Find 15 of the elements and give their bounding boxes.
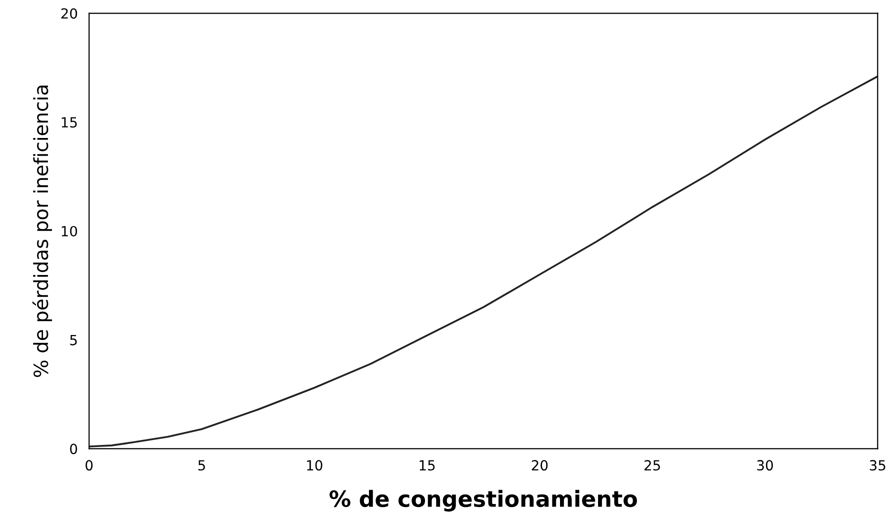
x-tick-label: 35: [870, 460, 886, 471]
x-tick-label: 0: [86, 460, 93, 471]
y-tick-label: 0: [70, 444, 78, 454]
x-axis-title: % de congestionamiento: [330, 490, 637, 512]
x-tick-label: 5: [198, 460, 205, 471]
x-tick-label: 30: [757, 460, 773, 471]
y-tick-label: 15: [62, 117, 77, 128]
x-tick-label: 15: [420, 460, 435, 471]
y-axis-title: % de pérdidas por ineficiencia: [32, 86, 52, 377]
y-tick-label: 10: [62, 226, 78, 236]
x-tick-label: 10: [307, 460, 322, 471]
x-tick-label: 25: [644, 460, 660, 471]
y-tick-label: 20: [61, 8, 78, 19]
y-tick-label: 5: [70, 334, 77, 346]
x-tick-label: 20: [532, 460, 548, 471]
